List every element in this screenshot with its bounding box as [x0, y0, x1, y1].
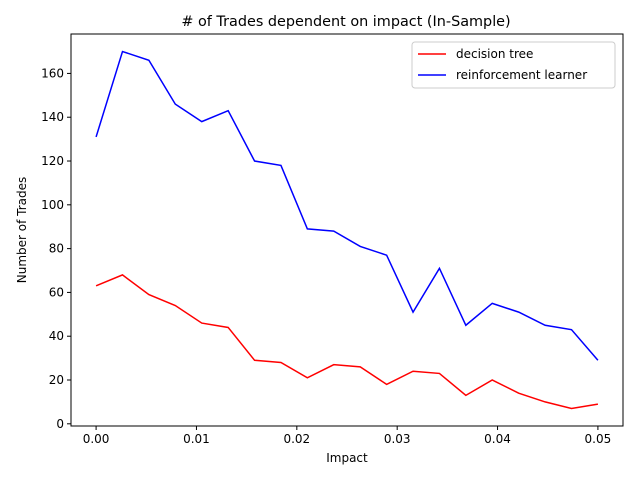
y-axis: 0 20 40 60 80 100 120 140 160 — [41, 66, 71, 430]
plot-frame — [71, 34, 623, 426]
legend-label-decision-tree: decision tree — [456, 47, 533, 61]
plot-lines — [96, 52, 598, 409]
x-tick-label: 0.01 — [183, 432, 210, 446]
x-tick-label: 0.03 — [384, 432, 411, 446]
series-line-decision-tree — [96, 275, 598, 409]
y-tick-label: 0 — [56, 417, 64, 431]
x-axis: 0.00 0.01 0.02 0.03 0.04 0.05 — [83, 426, 612, 446]
y-tick-label: 60 — [49, 285, 64, 299]
y-axis-label: Number of Trades — [15, 177, 29, 284]
x-tick-label: 0.02 — [283, 432, 310, 446]
y-tick-label: 80 — [49, 242, 64, 256]
x-axis-label: Impact — [326, 451, 368, 465]
legend: decision tree reinforcement learner — [412, 42, 615, 88]
y-tick-label: 160 — [41, 66, 64, 80]
legend-label-reinforcement-learner: reinforcement learner — [456, 68, 587, 82]
x-tick-label: 0.00 — [83, 432, 110, 446]
x-tick-label: 0.05 — [585, 432, 612, 446]
y-tick-label: 20 — [49, 373, 64, 387]
y-tick-label: 120 — [41, 154, 64, 168]
y-tick-label: 100 — [41, 198, 64, 212]
y-tick-label: 40 — [49, 329, 64, 343]
series-line-reinforcement-learner — [96, 52, 598, 361]
y-tick-label: 140 — [41, 110, 64, 124]
chart-title: # of Trades dependent on impact (In-Samp… — [181, 14, 510, 30]
x-tick-label: 0.04 — [484, 432, 511, 446]
